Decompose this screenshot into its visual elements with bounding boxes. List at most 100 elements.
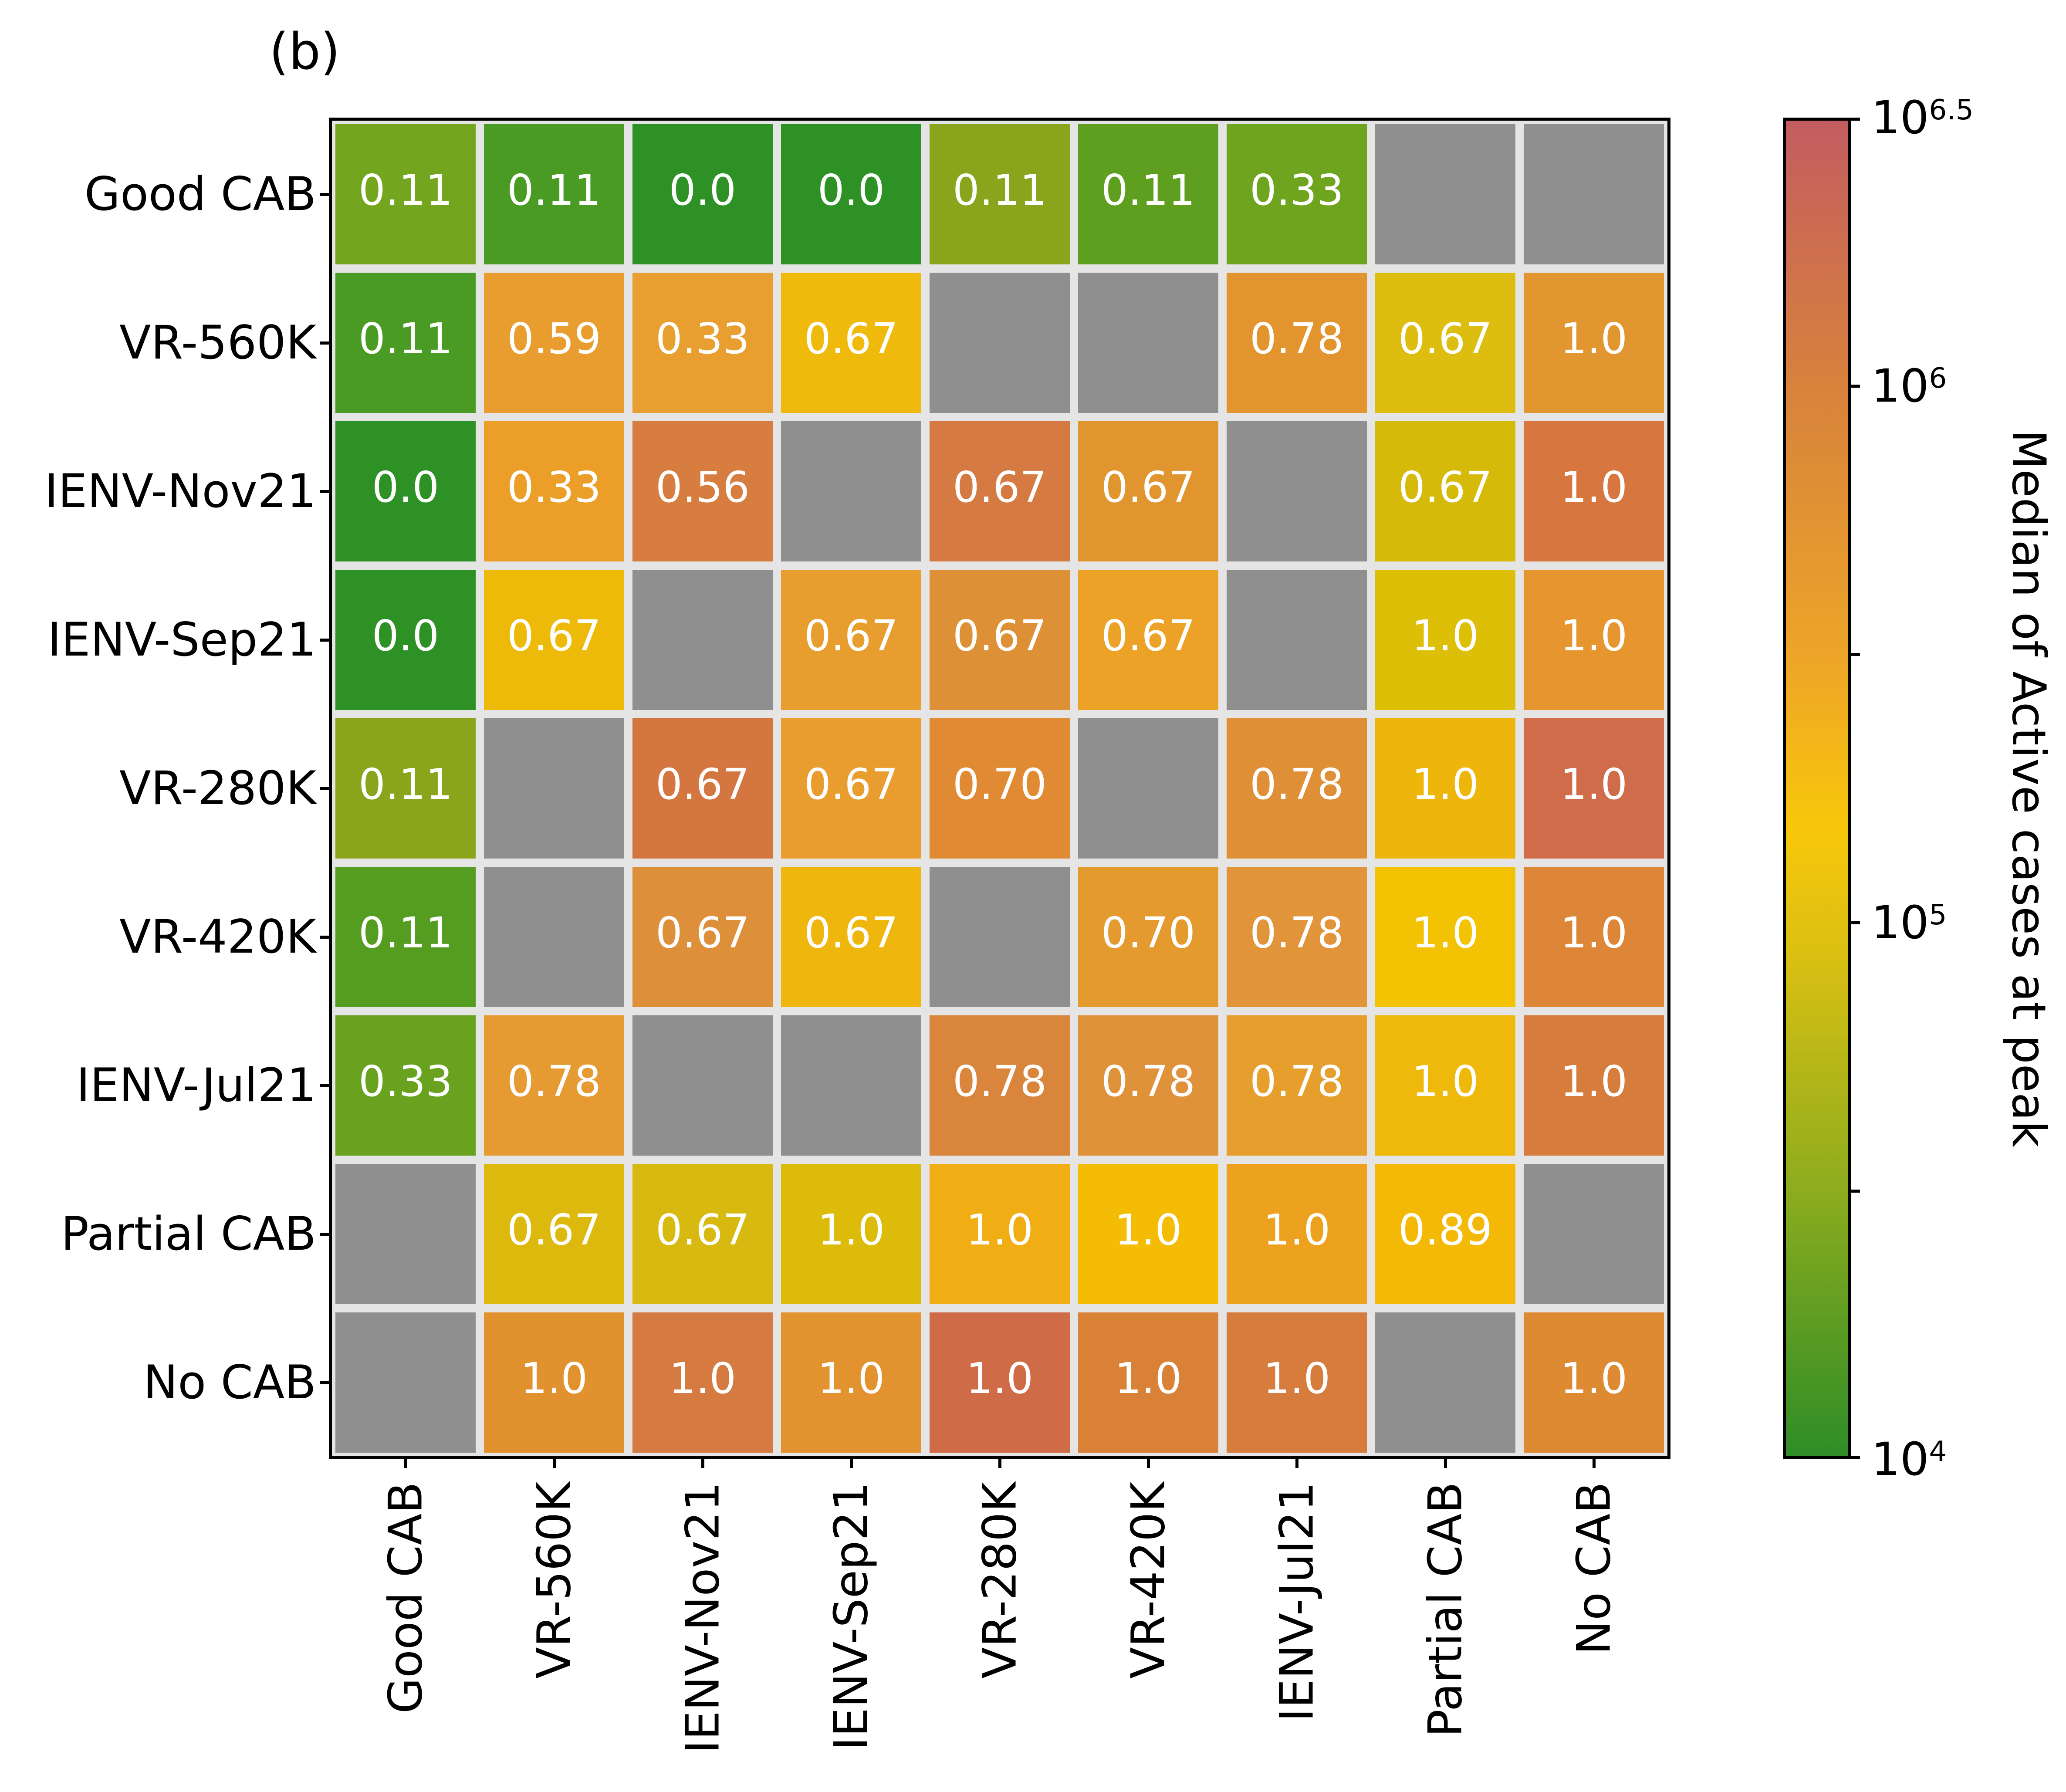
cell-value: 0.67: [953, 611, 1047, 660]
heatmap-cell: 0.67: [1078, 570, 1218, 710]
heatmap-cell: 1.0: [1078, 1164, 1218, 1304]
heatmap-cell: 1.0: [1524, 570, 1664, 710]
cell-value: 0.78: [1250, 759, 1344, 809]
heatmap-cell: 0.67: [632, 867, 773, 1007]
heatmap-cell: 0.70: [930, 718, 1070, 859]
colorbar-tick-label: 104: [1871, 1433, 1947, 1486]
x-axis-tick: [849, 1459, 853, 1468]
cell-value: 0.67: [804, 908, 898, 957]
y-axis-label: No CAB: [143, 1356, 316, 1409]
y-axis-tick: [320, 490, 329, 493]
cell-value: 1.0: [1560, 611, 1628, 660]
colorbar-tick: [1851, 653, 1860, 656]
cell-value: 0.70: [953, 759, 1047, 809]
heatmap-cell: 0.33: [484, 421, 624, 561]
heatmap-cell-missing: [1524, 1164, 1664, 1304]
x-axis-tick: [552, 1459, 556, 1468]
y-axis-label: IENV-Sep21: [47, 613, 316, 666]
heatmap-cell: 1.0: [781, 1164, 921, 1304]
cell-value: 1.0: [817, 1353, 885, 1403]
heatmap-cell: 0.0: [335, 421, 476, 561]
cell-value: 0.67: [1398, 314, 1492, 363]
cell-value: 1.0: [1560, 1056, 1628, 1106]
heatmap-cell: 0.67: [1375, 273, 1515, 413]
heatmap-cell: 1.0: [1524, 1312, 1664, 1453]
cell-value: 1.0: [1411, 611, 1479, 660]
heatmap-cell: 1.0: [1524, 421, 1664, 561]
heatmap-cell: 1.0: [1375, 1015, 1515, 1156]
heatmap-cell-missing: [1078, 273, 1218, 413]
cell-value: 1.0: [1411, 908, 1479, 957]
cell-value: 0.67: [953, 462, 1047, 512]
colorbar-tick-label: 106.5: [1871, 91, 1974, 144]
cell-value: 1.0: [1411, 1056, 1479, 1106]
cell-value: 0.67: [656, 1205, 750, 1254]
heatmap-cell: 1.0: [484, 1312, 624, 1453]
heatmap-cell: 1.0: [930, 1312, 1070, 1453]
heatmap-cell: 0.11: [1078, 124, 1218, 264]
panel-label: (b): [269, 23, 340, 81]
heatmap-cell: 0.67: [1375, 421, 1515, 561]
heatmap-cell: 0.33: [335, 1015, 476, 1156]
cell-value: 0.78: [1250, 908, 1344, 957]
y-axis-tick: [320, 341, 329, 345]
heatmap-cell: 0.11: [335, 867, 476, 1007]
cell-value: 0.11: [358, 908, 453, 957]
cell-value: 1.0: [1263, 1205, 1331, 1254]
heatmap-cell: 0.67: [781, 570, 921, 710]
heatmap-cell-missing: [484, 867, 624, 1007]
heatmap-cell: 1.0: [1524, 273, 1664, 413]
heatmap-cell: 0.0: [335, 570, 476, 710]
heatmap-grid: 0.11 0.11 0.0 0.0 0.11 0.11 0.33 0.11 0.59 0.33 0.…: [329, 118, 1670, 1459]
heatmap-cell: 0.67: [781, 273, 921, 413]
heatmap-cell: 1.0: [1375, 867, 1515, 1007]
x-axis-tick: [1295, 1459, 1298, 1468]
heatmap-cell: 1.0: [1524, 867, 1664, 1007]
heatmap-cell-missing: [1524, 124, 1664, 264]
y-axis-label: Partial CAB: [61, 1207, 316, 1261]
cell-value: 0.0: [372, 611, 440, 660]
cell-value: 0.67: [804, 759, 898, 809]
heatmap-cell: 0.67: [930, 570, 1070, 710]
cell-value: 0.56: [656, 462, 750, 512]
x-axis-label: IENV-Jul21: [1270, 1482, 1324, 1722]
heatmap-cell: 1.0: [930, 1164, 1070, 1304]
heatmap-cell: 1.0: [1524, 718, 1664, 859]
cell-value: 1.0: [1560, 462, 1628, 512]
y-axis-label: VR-280K: [119, 761, 316, 815]
heatmap-cell: 0.11: [335, 718, 476, 859]
cell-value: 0.78: [953, 1056, 1047, 1106]
cell-value: 0.33: [1250, 165, 1344, 215]
x-axis-tick: [1592, 1459, 1596, 1468]
cell-value: 1.0: [966, 1353, 1034, 1403]
heatmap-cell: 0.78: [484, 1015, 624, 1156]
heatmap-cell: 0.67: [484, 570, 624, 710]
x-axis-label: VR-280K: [973, 1482, 1027, 1679]
cell-value: 0.67: [656, 759, 750, 809]
x-axis-label: VR-420K: [1121, 1482, 1175, 1679]
colorbar-axis-label: Median of Active cases at peak: [2002, 429, 2056, 1148]
y-axis-label: Good CAB: [84, 167, 316, 221]
heatmap-cell: 0.0: [632, 124, 773, 264]
heatmap-cell: 0.33: [1227, 124, 1367, 264]
heatmap-cell: 1.0: [781, 1312, 921, 1453]
cell-value: 1.0: [1560, 759, 1628, 809]
colorbar-tick-label: 106: [1871, 359, 1947, 412]
cell-value: 1.0: [1560, 1353, 1628, 1403]
cell-value: 0.67: [804, 611, 898, 660]
y-axis-tick: [320, 935, 329, 939]
heatmap-cell: 0.78: [1227, 273, 1367, 413]
heatmap-cell-missing: [632, 1015, 773, 1156]
heatmap-cell: 0.78: [1227, 867, 1367, 1007]
cell-value: 0.11: [1101, 165, 1195, 215]
x-axis-tick: [998, 1459, 1001, 1468]
heatmap-cell-missing: [930, 867, 1070, 1007]
cell-value: 0.67: [656, 908, 750, 957]
x-axis-label: Good CAB: [379, 1482, 433, 1714]
heatmap-cell: 0.67: [1078, 421, 1218, 561]
heatmap-cell: 0.78: [1227, 718, 1367, 859]
cell-value: 0.67: [1101, 462, 1195, 512]
heatmap-cell: 1.0: [1227, 1312, 1367, 1453]
cell-value: 0.11: [358, 314, 453, 363]
cell-value: 0.78: [507, 1056, 601, 1106]
